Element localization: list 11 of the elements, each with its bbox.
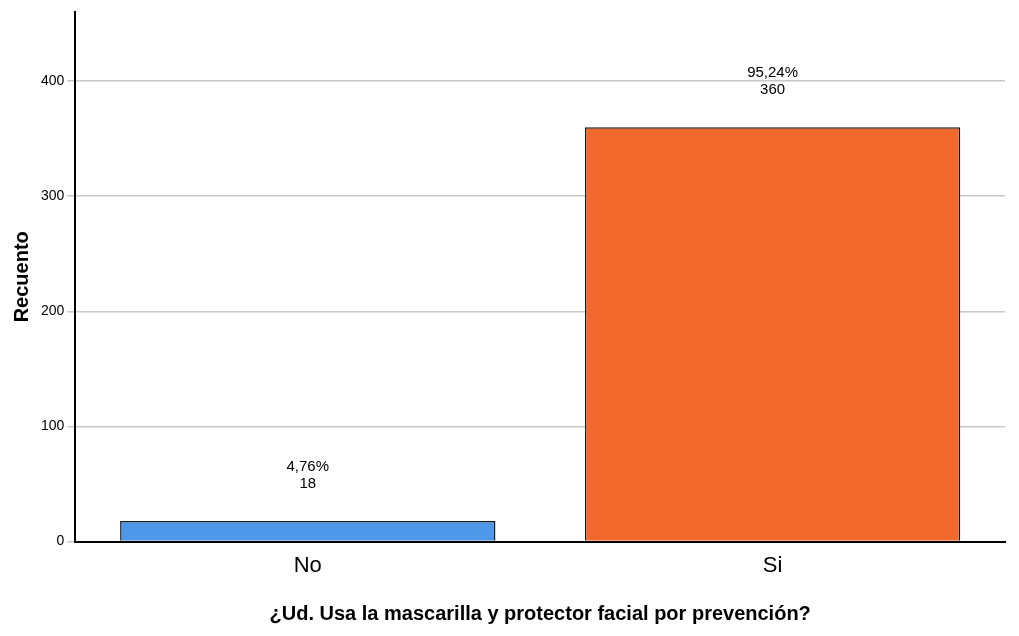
y-tick-label: 0 <box>56 532 65 549</box>
data-label: 4,76% 18 <box>286 456 330 491</box>
y-tick-label: 300 <box>41 187 65 204</box>
y-tick-label: 100 <box>41 417 65 434</box>
data-label: 95,24% 360 <box>747 63 799 98</box>
y-axis-title: Recuento <box>9 231 32 323</box>
x-tick-label: Si <box>762 551 783 577</box>
y-tick-label: 400 <box>41 71 65 88</box>
x-axis-title: ¿Ud. Usa la mascarilla y protector facial por prevención? <box>269 601 811 624</box>
y-tick-label: 200 <box>41 302 65 319</box>
x-tick-label: No <box>293 551 322 577</box>
